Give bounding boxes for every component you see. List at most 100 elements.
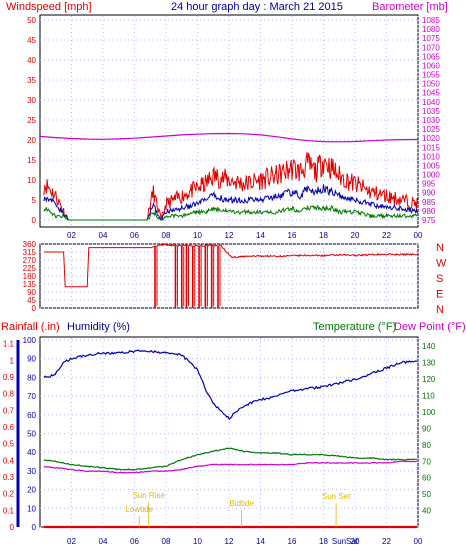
temperature-tick-label: 140: [422, 342, 436, 351]
baro-axis-label: Barometer [mb]: [372, 1, 448, 13]
humidity-series-line: [43, 349, 417, 421]
wind-tick-label: 10: [27, 176, 36, 185]
direction-tick-label: 360: [23, 240, 37, 249]
wind-series-line: [43, 204, 418, 221]
baro-tick-label: 1040: [422, 98, 440, 107]
baro-tick-label: 1005: [422, 161, 440, 170]
wind-x-tick-label: 10: [193, 231, 202, 240]
baro-tick-label: 1025: [422, 125, 440, 134]
climate-x-tick-label: 06: [130, 537, 139, 546]
day-label-sun: Sun: [332, 537, 346, 546]
temperature-tick-label: 100: [422, 408, 436, 417]
direction-tick-label: 135: [23, 280, 37, 289]
baro-tick-label: 995: [422, 180, 436, 189]
direction-tick-label: 315: [23, 248, 37, 257]
humidity-tick-label: 70: [27, 392, 36, 401]
direction-tick-label: 180: [23, 272, 37, 281]
annotations: Sun Rise Lowtide Bidtide Sun Set: [125, 491, 351, 527]
rain-tick-label: 0: [10, 523, 15, 532]
baro-tick-label: 1060: [422, 61, 440, 70]
climate-x-tick-label: 12: [225, 537, 234, 546]
compass-label: N: [436, 304, 444, 316]
wind-x-tick-label: 00: [414, 231, 423, 240]
baro-tick-label: 1000: [422, 171, 440, 180]
rain-axis-label: Rainfall (.in): [1, 321, 60, 333]
wind-axis-label: Windspeed [mph]: [6, 1, 92, 13]
baro-tick-label: 1055: [422, 71, 440, 80]
baro-tick-label: 985: [422, 198, 436, 207]
rain-tick-label: 0.8: [3, 390, 15, 399]
humidity-tick-label: 50: [27, 430, 36, 439]
humidity-tick-label: 80: [27, 373, 36, 382]
baro-tick-label: 990: [422, 189, 436, 198]
wind-tick-label: 25: [27, 116, 36, 125]
temperature-tick-label: 70: [422, 457, 431, 466]
climate-x-tick-label: 18: [319, 537, 328, 546]
humidity-tick-label: 40: [27, 448, 36, 457]
baro-tick-label: 1050: [422, 80, 440, 89]
temperature-tick-label: 120: [422, 375, 436, 384]
climate-x-tick-label: 14: [256, 537, 265, 546]
annotation-label: Sun Rise: [132, 491, 165, 500]
temperature-tick-label: 60: [422, 474, 431, 483]
dew-point-axis-label: Dew Point (°F): [394, 321, 466, 333]
compass-label: E: [436, 289, 443, 301]
humidity-tick-label: 100: [23, 336, 37, 345]
wind-tick-label: 50: [27, 16, 36, 25]
rain-tick-label: 1: [10, 356, 15, 365]
wind-x-tick-label: 22: [382, 231, 391, 240]
rain-tick-label: 0.2: [3, 490, 15, 499]
wind-x-tick-label: 20: [351, 231, 360, 240]
wind-tick-label: 0: [32, 216, 37, 225]
baro-tick-label: 1010: [422, 152, 440, 161]
direction-tick-label: 0: [32, 304, 37, 313]
baro-tick-label: 1065: [422, 52, 440, 61]
wind-tick-label: 30: [27, 96, 36, 105]
humidity-tick-label: 60: [27, 411, 36, 420]
rain-tick-label: 1.1: [3, 340, 15, 349]
baro-tick-label: 1045: [422, 89, 440, 98]
direction-tick-label: 225: [23, 264, 37, 273]
climate-x-tick-label: 02: [67, 537, 76, 546]
rain-tick-label: 0.6: [3, 423, 15, 432]
temperature-tick-label: 110: [422, 392, 435, 401]
wind-tick-label: 5: [32, 196, 37, 205]
baro-tick-label: 1070: [422, 43, 440, 52]
temperature-tick-label: 90: [422, 424, 431, 433]
baro-tick-label: 1020: [422, 134, 440, 143]
baro-tick-label: 1030: [422, 116, 440, 125]
direction-tick-label: 90: [27, 288, 36, 297]
baro-tick-label: 975: [422, 216, 436, 225]
compass-label: N: [436, 242, 444, 254]
climate-x-tick-label: 08: [162, 537, 171, 546]
barometer-series-line: [39, 132, 419, 143]
rain-tick-label: 0.5: [3, 440, 15, 449]
direction-tick-label: 45: [27, 296, 36, 305]
wind-x-tick-label: 18: [319, 231, 328, 240]
rain-tick-label: 0.4: [3, 456, 15, 465]
wind-tick-label: 45: [27, 36, 36, 45]
dew-point-series-line: [43, 460, 418, 474]
annotation-label: Bidtide: [229, 499, 254, 508]
baro-tick-label: 1035: [422, 107, 440, 116]
rain-tick-label: 0.3: [3, 473, 15, 482]
wind-tick-label: 15: [27, 156, 36, 165]
wind-x-tick-label: 08: [162, 231, 171, 240]
annotation-label: Lowtide: [125, 505, 153, 514]
day-label-sat: Sat: [346, 537, 359, 546]
wind-tick-label: 20: [27, 136, 36, 145]
direction-tick-label: 270: [23, 256, 37, 265]
wind-x-tick-label: 06: [130, 231, 139, 240]
humidity-tick-label: 20: [27, 486, 36, 495]
wind-x-tick-label: 12: [225, 231, 234, 240]
compass-label: W: [436, 258, 447, 270]
series: [39, 132, 419, 529]
rain-tick-label: 0.1: [3, 506, 15, 515]
temperature-series-line: [43, 447, 417, 471]
climate-x-tick-label: 04: [99, 537, 108, 546]
baro-tick-label: 1075: [422, 34, 440, 43]
wind-x-tick-label: 16: [288, 231, 297, 240]
climate-x-tick-label: 00: [414, 537, 423, 546]
